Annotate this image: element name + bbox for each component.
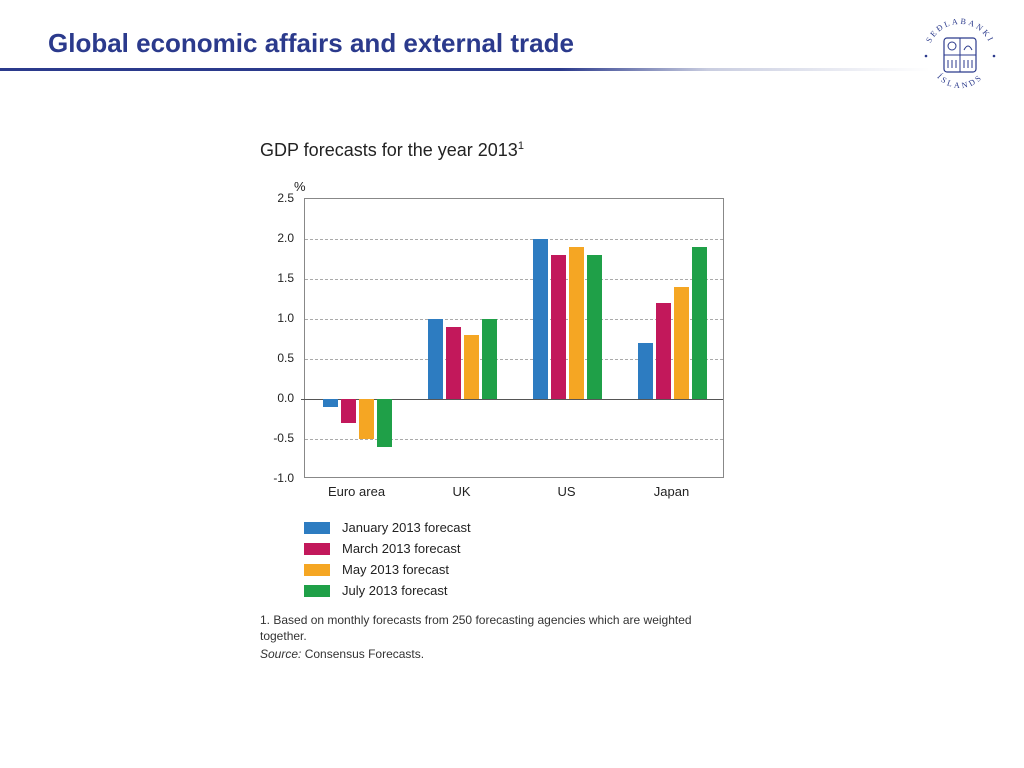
x-tick-label: Euro area	[328, 484, 385, 499]
legend-label: January 2013 forecast	[342, 520, 471, 535]
plot-area: 2.52.01.51.00.50.0-0.5-1.0	[260, 198, 740, 478]
bar	[674, 287, 689, 399]
y-tick-label: 1.0	[277, 311, 294, 325]
legend-item: July 2013 forecast	[304, 583, 780, 598]
x-tick-label: US	[557, 484, 575, 499]
y-tick-label: 2.5	[277, 191, 294, 205]
bar	[638, 343, 653, 399]
bar	[323, 399, 338, 407]
x-axis-labels: Euro area UK US Japan	[304, 478, 724, 502]
chart-title-sup: 1	[518, 140, 524, 152]
bar	[341, 399, 356, 423]
bar	[359, 399, 374, 439]
y-tick-label: 2.0	[277, 231, 294, 245]
footnote-text: 1. Based on monthly forecasts from 250 f…	[260, 612, 700, 644]
y-tick-label: 0.5	[277, 351, 294, 365]
legend-item: March 2013 forecast	[304, 541, 780, 556]
bar	[428, 319, 443, 399]
bar	[656, 303, 671, 399]
bar	[692, 247, 707, 399]
footnotes: 1. Based on monthly forecasts from 250 f…	[260, 612, 700, 663]
y-tick-label: 0.0	[277, 391, 294, 405]
legend-item: January 2013 forecast	[304, 520, 780, 535]
legend-label: May 2013 forecast	[342, 562, 449, 577]
source-label: Source:	[260, 647, 301, 661]
bar	[446, 327, 461, 399]
y-tick-label: -1.0	[273, 471, 294, 485]
bar	[482, 319, 497, 399]
bar	[569, 247, 584, 399]
plot	[304, 198, 724, 478]
page-title: Global economic affairs and external tra…	[48, 28, 574, 59]
legend: January 2013 forecast March 2013 forecast…	[304, 520, 780, 598]
y-axis-unit: %	[294, 179, 780, 194]
x-tick-label: Japan	[654, 484, 689, 499]
logo-text-bottom: ÍSLANDS	[935, 72, 984, 91]
bar	[551, 255, 566, 399]
cbi-logo: SEÐLABANKI ÍSLANDS	[918, 14, 1002, 98]
legend-label: July 2013 forecast	[342, 583, 448, 598]
chart-title-text: GDP forecasts for the year 2013	[260, 140, 518, 160]
svg-text:ÍSLANDS: ÍSLANDS	[935, 72, 984, 91]
legend-swatch	[304, 543, 330, 555]
legend-swatch	[304, 585, 330, 597]
x-tick-label: UK	[452, 484, 470, 499]
bar	[587, 255, 602, 399]
y-axis-ticks: 2.52.01.51.00.50.0-0.5-1.0	[260, 198, 300, 478]
title-rule	[0, 68, 1024, 72]
slide: Global economic affairs and external tra…	[0, 0, 1024, 768]
legend-label: March 2013 forecast	[342, 541, 461, 556]
chart-container: GDP forecasts for the year 20131 % 2.5 2.…	[260, 140, 780, 663]
y-tick-label: -0.5	[273, 431, 294, 445]
legend-swatch	[304, 522, 330, 534]
legend-swatch	[304, 564, 330, 576]
bar	[533, 239, 548, 399]
bar	[377, 399, 392, 447]
y-tick-label: 1.5	[277, 271, 294, 285]
source-value: Consensus Forecasts.	[305, 647, 424, 661]
legend-item: May 2013 forecast	[304, 562, 780, 577]
bar	[464, 335, 479, 399]
chart-title: GDP forecasts for the year 20131	[260, 140, 780, 161]
